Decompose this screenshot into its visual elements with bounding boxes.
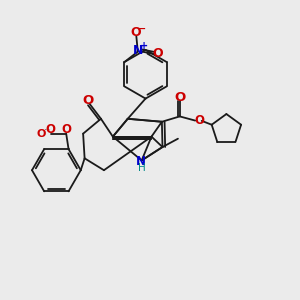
- Text: O: O: [36, 129, 45, 139]
- Text: N: N: [136, 155, 146, 168]
- Text: O: O: [61, 123, 71, 136]
- Text: +: +: [140, 41, 148, 51]
- Text: O: O: [152, 47, 163, 61]
- Text: O: O: [130, 26, 141, 39]
- Text: −: −: [137, 24, 146, 34]
- Text: N: N: [133, 44, 144, 57]
- Text: H: H: [138, 163, 146, 173]
- Text: O: O: [46, 123, 56, 136]
- Text: O: O: [174, 91, 185, 103]
- Text: O: O: [83, 94, 94, 106]
- Text: methoxy: methoxy: [45, 129, 52, 130]
- Text: O: O: [194, 114, 204, 127]
